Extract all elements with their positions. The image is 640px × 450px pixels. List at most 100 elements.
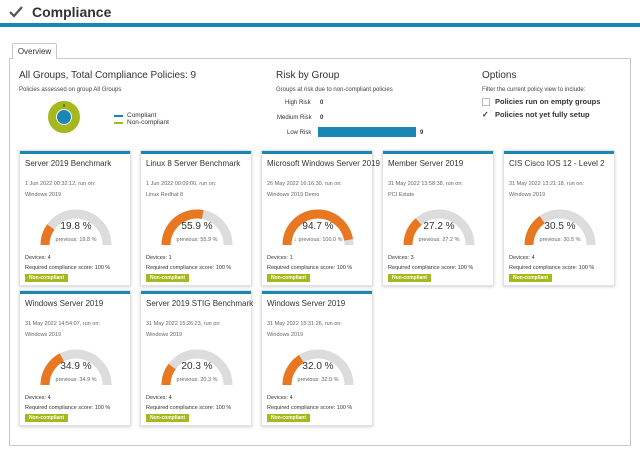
donut-legend: Compliant Non-compliant: [114, 112, 169, 126]
card-title: Microsoft Windows Server 2019: [267, 159, 380, 168]
status-badge: Non-compliant: [388, 274, 431, 282]
previous-score: ↓ previous: 100.0 %: [262, 237, 374, 243]
policy-card[interactable]: Linux 8 Server Benchmark 1 Jun 2022 00:0…: [140, 150, 252, 286]
previous-score: previous: 55.9 %: [141, 237, 253, 243]
compliance-gauge: [403, 209, 475, 246]
card-accent-bar: [383, 151, 493, 154]
device-count: Devices: 4: [25, 395, 51, 401]
required-score: Required compliance score: 100 %: [509, 265, 595, 271]
compliance-percentage: 20.3 %: [181, 361, 213, 372]
card-target: Windows 2019: [25, 192, 62, 198]
policy-card[interactable]: Windows Server 2019 31 May 2022 14:54:07…: [19, 290, 131, 426]
checkmark-icon[interactable]: ✓: [482, 110, 489, 119]
status-badge: Non-compliant: [267, 274, 310, 282]
gauge-fill: [161, 363, 176, 386]
policy-card[interactable]: Member Server 2019 31 May 2022 13:58:38,…: [382, 150, 494, 286]
option-label: Policies not yet fully setup: [495, 110, 590, 119]
policy-card[interactable]: CIS Cisco IOS 12 - Level 2 31 May 2022 1…: [503, 150, 615, 286]
required-score: Required compliance score: 100 %: [267, 265, 353, 271]
card-target: Windows 2019: [509, 192, 546, 198]
card-date: 31 May 2022 13:58:38, run on:: [388, 181, 463, 187]
card-run-info: 31 May 2022 15:26:23, run on: Windows 20…: [146, 319, 250, 341]
tab-overview[interactable]: Overview: [12, 43, 57, 59]
card-accent-bar: [262, 291, 372, 294]
page-header: Compliance: [0, 0, 640, 24]
previous-score: previous: 32.0 %: [262, 377, 374, 383]
card-title: Server 2019 Benchmark: [25, 159, 112, 168]
option-not-setup[interactable]: ✓ Policies not yet fully setup: [482, 110, 590, 119]
card-date: 1 Jun 2022 00:32:12, run on:: [25, 181, 96, 187]
legend-item-compliant: Compliant: [114, 112, 169, 119]
previous-label: previous: 30.5 %: [539, 237, 581, 243]
risk-title: Risk by Group: [276, 70, 340, 81]
summary-subtitle: Policies assessed on group All Groups: [19, 87, 122, 93]
card-title: Member Server 2019: [388, 159, 464, 168]
policy-card[interactable]: Windows Server 2019 31 May 2022 15:31:26…: [261, 290, 373, 426]
gauge-fill: [403, 218, 422, 246]
legend-label: Compliant: [127, 112, 157, 119]
card-accent-bar: [141, 151, 251, 154]
card-target: Linux Redhat 8: [146, 192, 183, 198]
summary-title: All Groups, Total Compliance Policies: 9: [19, 70, 197, 81]
card-title: Windows Server 2019: [25, 299, 104, 308]
policy-card[interactable]: Server 2019 STIG Benchmark 31 May 2022 1…: [140, 290, 254, 426]
option-empty-groups[interactable]: Policies run on empty groups: [482, 97, 600, 106]
previous-label: previous: 19.8 %: [55, 237, 97, 243]
risk-value-medium: 0: [320, 115, 324, 121]
gauge-fill: [282, 355, 305, 386]
status-badge: Non-compliant: [25, 414, 68, 422]
device-count: Devices: 1: [267, 255, 293, 261]
card-accent-bar: [141, 291, 251, 294]
required-score: Required compliance score: 100 %: [267, 405, 353, 411]
compliance-gauge: [40, 349, 112, 386]
card-accent-bar: [262, 151, 372, 154]
card-date: 26 May 2022 16:16:30, run on:: [267, 181, 342, 187]
policy-card[interactable]: Server 2019 Benchmark 1 Jun 2022 00:32:1…: [19, 150, 131, 286]
policy-card[interactable]: Microsoft Windows Server 2019 26 May 202…: [261, 150, 380, 286]
card-date: 31 May 2022 13:21:18, run on:: [509, 181, 584, 187]
card-title: CIS Cisco IOS 12 - Level 2: [509, 159, 605, 168]
previous-score: previous: 34.9 %: [20, 377, 132, 383]
card-target: PCI Estate: [388, 192, 415, 198]
card-title: Windows Server 2019: [267, 299, 346, 308]
card-run-info: 31 May 2022 13:21:18, run on: Windows 20…: [509, 179, 613, 201]
risk-subtitle: Groups at risk due to non-compliant poli…: [276, 87, 393, 93]
status-badge: Non-compliant: [267, 414, 310, 422]
card-date: 31 May 2022 15:26:23, run on:: [146, 321, 221, 327]
risk-value-low: 9: [420, 130, 424, 136]
legend-swatch: [114, 121, 123, 124]
previous-label: previous: 34.9 %: [55, 377, 97, 383]
compliance-percentage: 34.9 %: [60, 361, 92, 372]
legend-label: Non-compliant: [127, 119, 169, 126]
previous-label: previous: 27.2 %: [418, 237, 460, 243]
card-title: Linux 8 Server Benchmark: [146, 159, 241, 168]
checkbox-unchecked[interactable]: [482, 97, 490, 106]
device-count: Devices: 4: [267, 395, 293, 401]
gauge-fill: [282, 209, 354, 246]
risk-bar-low[interactable]: [318, 127, 416, 137]
status-badge: Non-compliant: [146, 414, 189, 422]
compliance-gauge: [282, 349, 354, 386]
risk-label-high: High Risk: [285, 100, 311, 106]
gauge-fill: [524, 215, 545, 246]
previous-label: previous: 20.3 %: [176, 377, 218, 383]
required-score: Required compliance score: 100 %: [146, 265, 232, 271]
previous-score: previous: 30.5 %: [504, 237, 616, 243]
device-count: Devices: 4: [146, 395, 172, 401]
previous-score: previous: 27.2 %: [383, 237, 495, 243]
gauge-fill: [40, 224, 55, 246]
risk-label-medium: Medium Risk: [277, 115, 312, 121]
card-run-info: 1 Jun 2022 00:09:00, run on: Linux Redha…: [146, 179, 250, 201]
card-title: Server 2019 STIG Benchmark: [146, 299, 254, 308]
required-score: Required compliance score: 100 %: [25, 265, 111, 271]
status-badge: Non-compliant: [146, 274, 189, 282]
status-badge: Non-compliant: [509, 274, 552, 282]
header-accent-bar: [0, 23, 640, 27]
card-date: 1 Jun 2022 00:09:00, run on:: [146, 181, 217, 187]
compliance-gauge: [161, 209, 233, 246]
legend-swatch: [114, 114, 123, 117]
previous-label: previous: 32.0 %: [297, 377, 339, 383]
card-date: 31 May 2022 15:31:26, run on:: [267, 321, 342, 327]
card-run-info: 31 May 2022 14:54:07, run on: Windows 20…: [25, 319, 129, 341]
risk-label-low: Low Risk: [287, 130, 312, 136]
